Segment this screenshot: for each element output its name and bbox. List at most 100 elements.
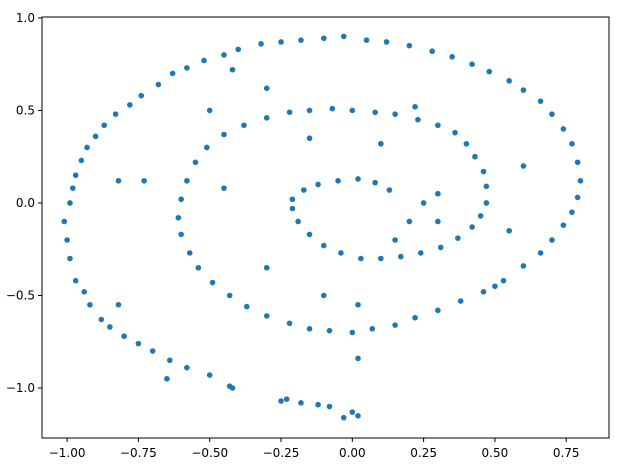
point <box>506 227 512 234</box>
point <box>289 205 296 212</box>
point <box>463 140 470 147</box>
point <box>286 320 293 327</box>
point <box>301 187 307 193</box>
point <box>226 292 233 299</box>
point <box>569 140 575 147</box>
point <box>574 159 581 166</box>
x-tick-label: −0.75 <box>120 446 157 460</box>
point <box>195 264 202 271</box>
point <box>135 340 142 347</box>
point <box>92 133 99 140</box>
point <box>241 122 247 129</box>
point <box>192 159 199 166</box>
y-tick-label: −0.5 <box>6 289 35 303</box>
point <box>263 313 270 319</box>
point <box>420 200 427 206</box>
point <box>349 107 356 114</box>
point <box>112 111 119 117</box>
point <box>115 177 122 184</box>
point <box>355 355 361 362</box>
x-tick-label: 0.75 <box>553 446 580 460</box>
point <box>298 37 304 43</box>
point <box>569 209 575 216</box>
point <box>340 33 347 40</box>
point <box>412 314 418 321</box>
point <box>221 185 227 191</box>
point <box>537 98 544 104</box>
point <box>355 301 361 308</box>
point <box>186 250 193 256</box>
point <box>469 224 475 230</box>
point <box>363 37 370 43</box>
point <box>278 398 284 404</box>
point <box>166 357 173 364</box>
point <box>406 42 413 49</box>
point <box>326 403 333 410</box>
point <box>392 111 398 117</box>
point <box>315 181 321 188</box>
point <box>335 177 341 184</box>
point <box>574 194 581 201</box>
point <box>306 107 313 114</box>
point <box>298 400 304 406</box>
point <box>178 196 184 203</box>
point <box>155 81 162 88</box>
point <box>358 255 364 262</box>
point <box>81 289 88 295</box>
point <box>289 196 296 203</box>
point <box>386 187 393 193</box>
point <box>315 401 321 408</box>
point <box>372 179 378 186</box>
point <box>417 250 424 256</box>
point <box>295 218 301 225</box>
point <box>87 301 93 308</box>
point <box>469 61 475 67</box>
point <box>372 109 378 116</box>
point <box>320 292 327 299</box>
point <box>206 107 213 114</box>
point <box>480 289 487 295</box>
point <box>175 214 182 221</box>
point <box>201 57 207 64</box>
point <box>520 87 527 93</box>
point <box>369 326 376 332</box>
point <box>435 218 441 225</box>
point <box>452 129 458 136</box>
x-tick-label: 0.25 <box>410 446 437 460</box>
point <box>206 372 213 378</box>
point <box>378 140 384 147</box>
point <box>412 103 418 110</box>
point <box>349 409 356 415</box>
point <box>480 168 487 175</box>
point <box>98 316 105 323</box>
point <box>169 70 176 77</box>
point <box>138 92 145 99</box>
point <box>278 39 284 45</box>
point <box>326 327 333 334</box>
point <box>378 255 384 262</box>
point <box>429 48 435 55</box>
point <box>477 213 484 219</box>
point <box>520 163 527 169</box>
point <box>263 264 270 271</box>
point <box>560 126 567 132</box>
point <box>549 111 555 117</box>
point <box>392 322 398 328</box>
point <box>121 333 127 340</box>
point <box>383 39 390 45</box>
point <box>84 144 90 151</box>
x-tick-label: 0.00 <box>339 446 366 460</box>
point <box>415 116 421 123</box>
point <box>164 375 170 382</box>
point <box>306 231 313 238</box>
x-tick-label: −0.25 <box>263 446 300 460</box>
point <box>64 237 70 243</box>
point <box>286 109 293 116</box>
point <box>61 218 68 225</box>
y-tick-label: 0.0 <box>16 196 35 210</box>
point <box>397 253 404 260</box>
point <box>520 263 527 269</box>
point <box>178 231 184 238</box>
point <box>184 364 190 371</box>
point <box>78 157 85 164</box>
